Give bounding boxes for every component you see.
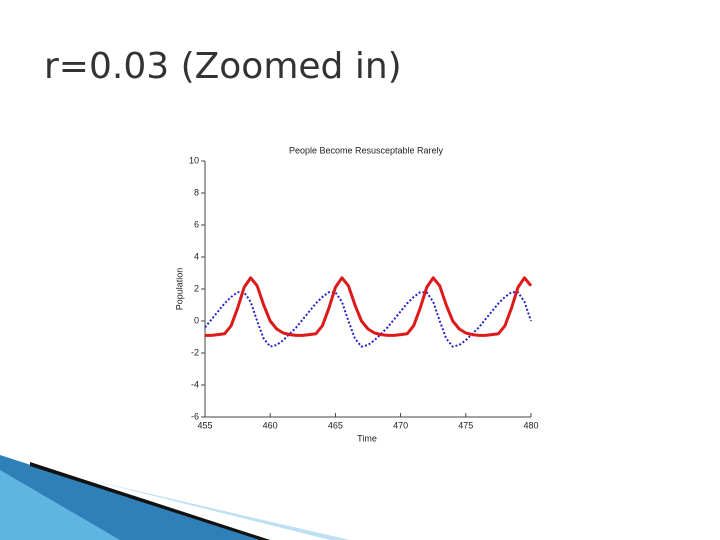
y-tick-label: 4 (194, 251, 199, 261)
x-axis-label: Time (357, 433, 377, 443)
x-tick-label: 480 (523, 420, 538, 430)
x-tick-label: 470 (393, 420, 408, 430)
swoosh (90, 480, 350, 540)
series-line (205, 276, 533, 337)
y-tick-label: 6 (194, 219, 199, 229)
series-line (204, 291, 532, 348)
y-tick-label: -2 (191, 347, 199, 357)
x-tick-label: 460 (263, 420, 278, 430)
y-tick-label: 10 (189, 155, 199, 165)
x-tick-label: 475 (458, 420, 473, 430)
swoosh (0, 470, 120, 540)
x-tick-label: 455 (197, 420, 212, 430)
y-tick-label: 8 (194, 187, 199, 197)
swoosh (30, 462, 270, 540)
y-tick-label: 0 (194, 315, 199, 325)
y-axis-label: Population (174, 268, 184, 311)
slide-title: r=0.03 (Zoomed in) (44, 46, 402, 87)
y-tick-label: -4 (191, 379, 199, 389)
y-tick-label: -6 (191, 411, 199, 421)
y-tick-label: 2 (194, 283, 199, 293)
chart-title: People Become Resusceptable Rarely (289, 145, 444, 155)
x-tick-label: 465 (328, 420, 343, 430)
